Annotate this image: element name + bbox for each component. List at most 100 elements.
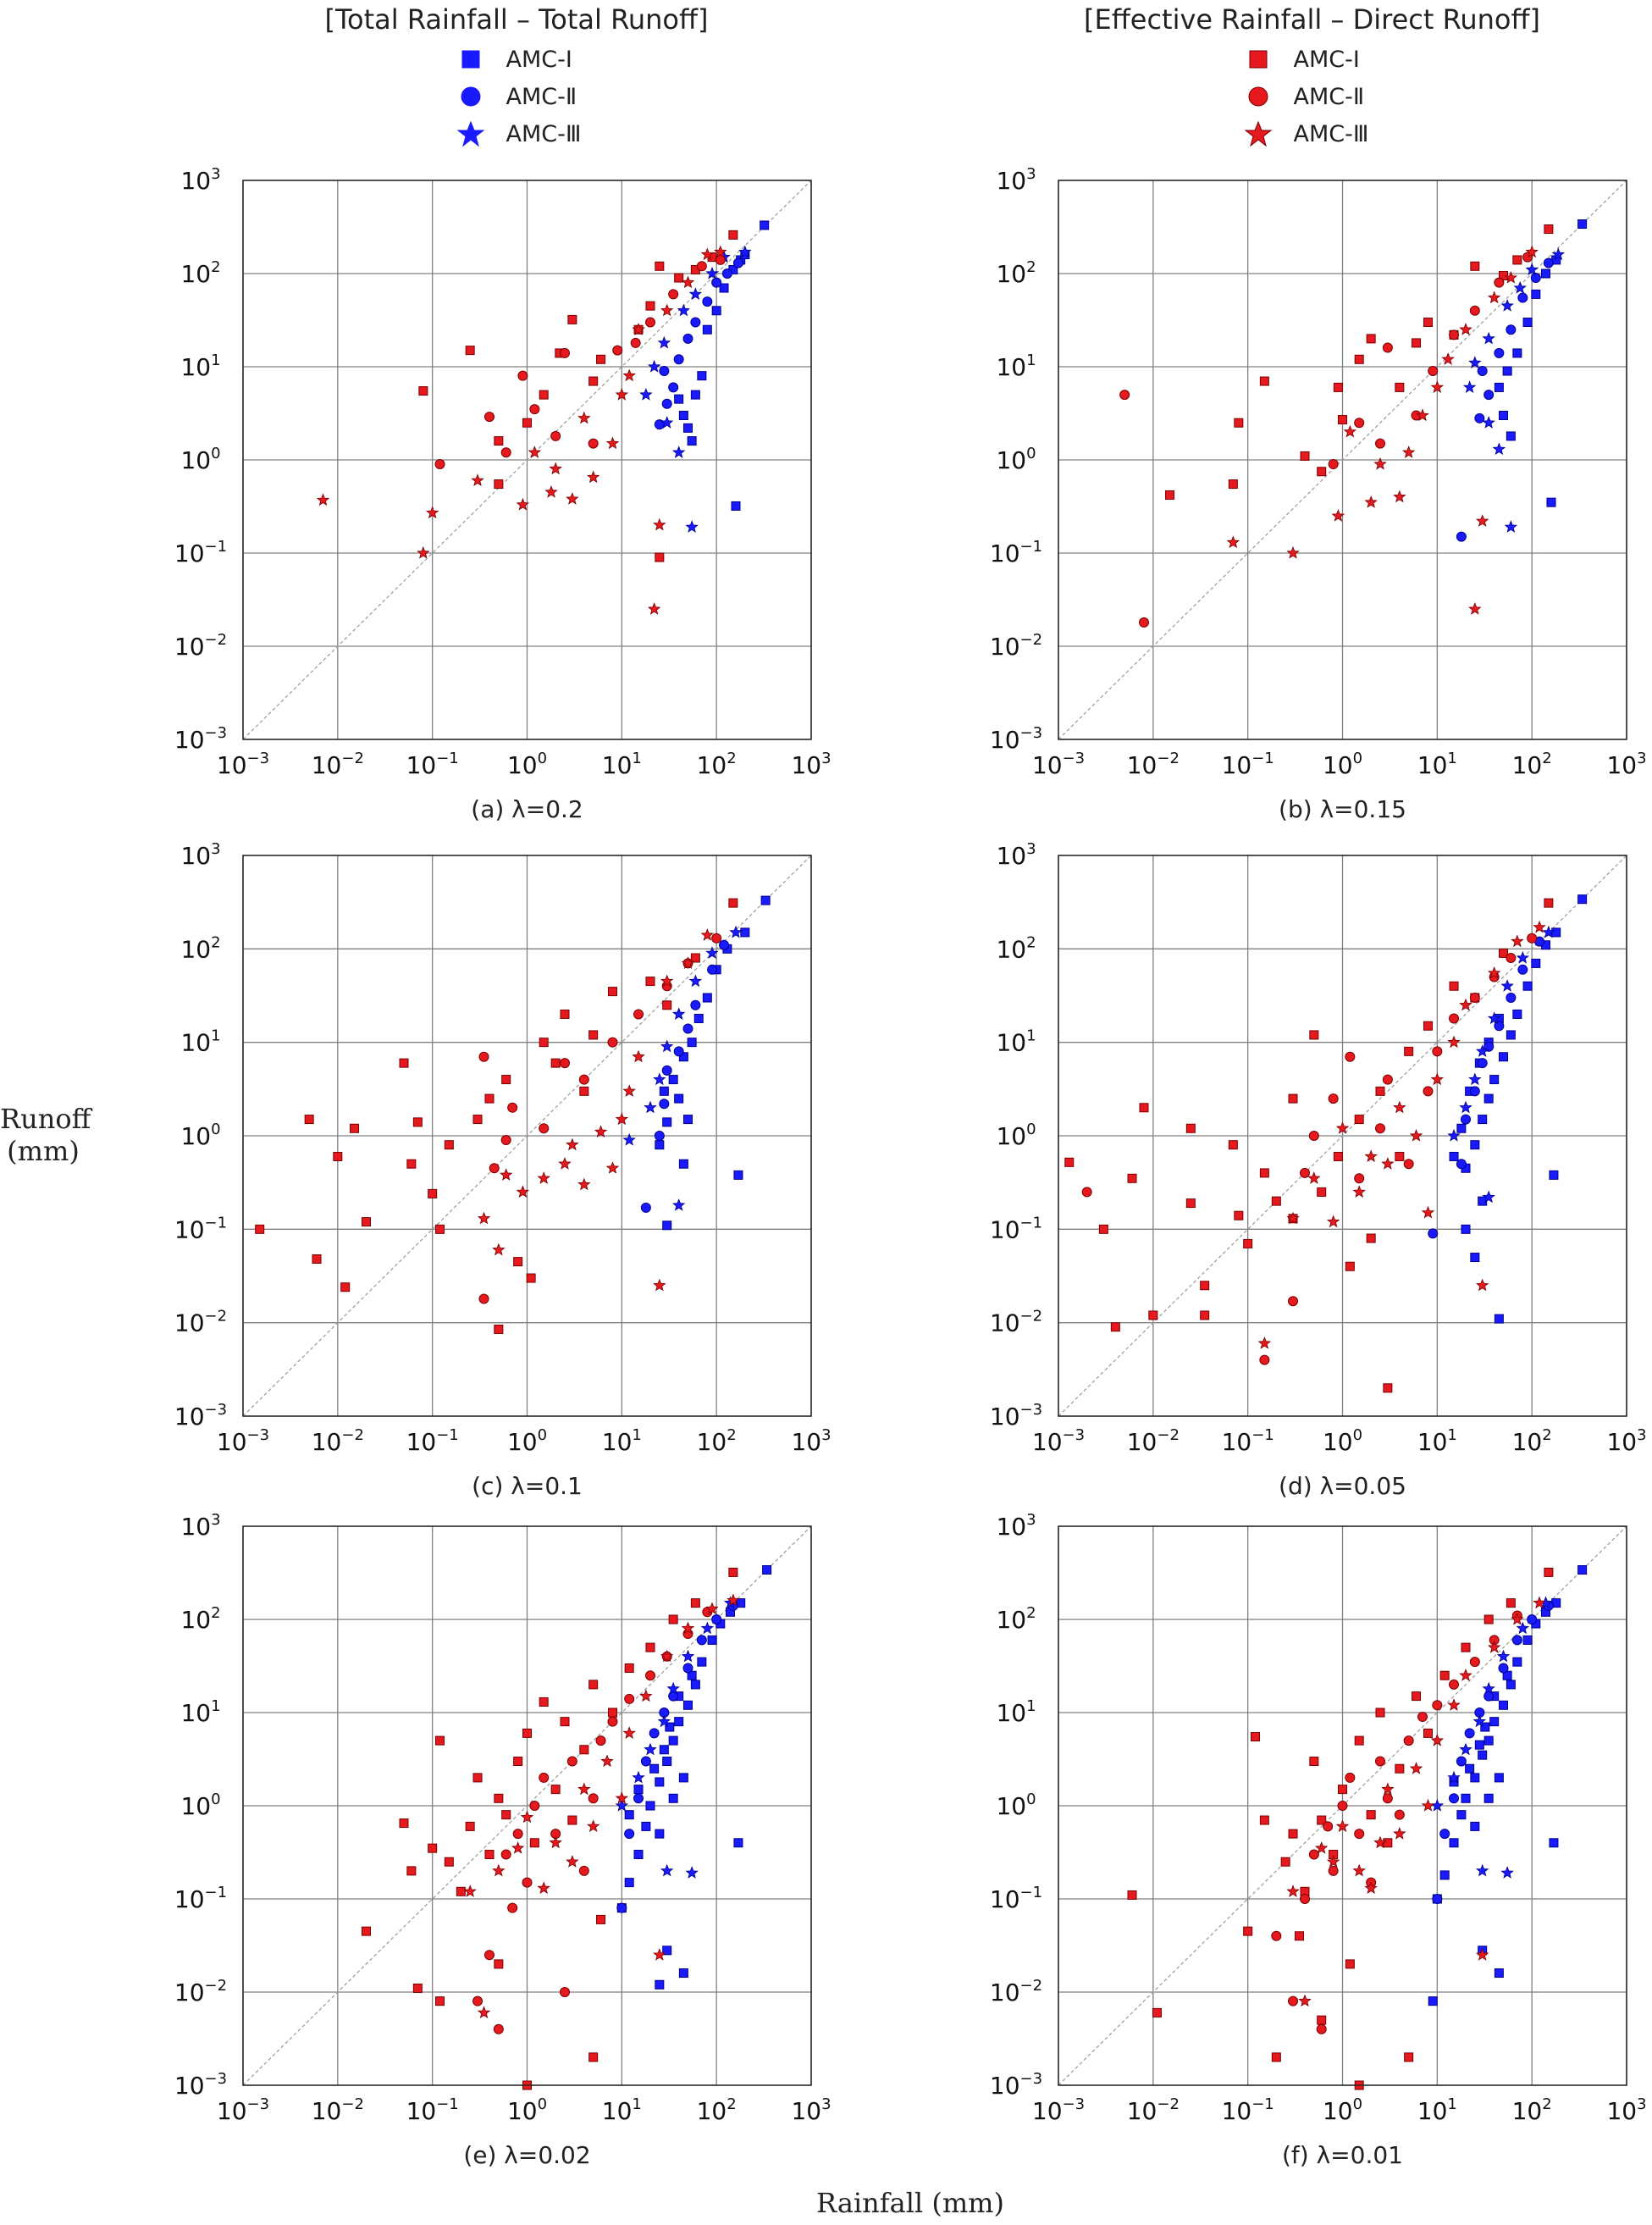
data-point-total-star xyxy=(1472,1714,1487,1728)
data-point-effective-square xyxy=(1234,418,1244,428)
data-point-effective-square xyxy=(1338,415,1347,425)
data-point-effective-square xyxy=(1234,1210,1244,1220)
y-tick-label: 10−3 xyxy=(990,724,1042,754)
data-point-effective-circle xyxy=(644,1670,655,1681)
data-point-effective-circle xyxy=(1417,1712,1428,1723)
data-point-total-square xyxy=(678,411,688,421)
data-point-effective-circle xyxy=(1403,1735,1414,1746)
data-point-effective-circle xyxy=(668,289,679,300)
data-point-effective-circle xyxy=(633,1009,644,1020)
data-point-effective-circle xyxy=(578,1074,589,1085)
data-point-effective-star xyxy=(1381,1157,1395,1170)
data-point-effective-star xyxy=(681,1621,695,1635)
y-tick-label: 10−2 xyxy=(174,1977,227,2006)
data-point-total-square xyxy=(1449,1151,1459,1161)
legend-label: AMC-Ⅱ xyxy=(1293,83,1365,110)
data-point-total-square xyxy=(1483,1735,1494,1746)
data-point-effective-star xyxy=(566,1137,579,1151)
data-point-total-circle xyxy=(1428,1228,1439,1239)
data-point-effective-square xyxy=(472,1115,483,1125)
data-point-effective-star xyxy=(653,1278,666,1292)
data-point-effective-square xyxy=(1228,1140,1238,1150)
y-tick-label: 100 xyxy=(180,1791,220,1820)
data-point-effective-star xyxy=(605,436,620,450)
data-point-total-square xyxy=(645,1801,655,1811)
data-point-total-square xyxy=(633,1850,644,1860)
star-marker-icon xyxy=(456,120,484,147)
data-point-effective-square xyxy=(1354,354,1364,364)
data-point-effective-circle xyxy=(560,1987,571,1997)
x-tick-label: 10−1 xyxy=(406,1426,459,1456)
data-point-total-circle xyxy=(1517,964,1528,975)
data-point-total-circle xyxy=(633,1793,644,1804)
data-point-effective-square xyxy=(1288,1829,1298,1839)
data-point-effective-square xyxy=(1271,1196,1281,1206)
data-point-effective-circle xyxy=(500,1849,511,1860)
x-axis-title: Rainfall (mm) xyxy=(816,2187,1004,2219)
data-point-effective-square xyxy=(588,376,599,386)
y-tick-label: 10−2 xyxy=(174,631,227,661)
data-point-effective-circle xyxy=(500,1135,511,1146)
data-point-total-circle xyxy=(659,366,670,377)
data-point-effective-circle xyxy=(612,345,623,356)
data-point-effective-square xyxy=(1366,334,1376,344)
data-point-effective-star xyxy=(511,1841,525,1854)
data-point-effective-star xyxy=(499,1168,513,1181)
data-point-effective-star xyxy=(1416,408,1429,422)
data-point-effective-square xyxy=(728,1567,738,1577)
data-point-effective-square xyxy=(1200,1310,1210,1320)
data-point-effective-square xyxy=(1544,898,1554,908)
data-point-effective-square xyxy=(1404,2052,1414,2062)
data-point-total-square xyxy=(1449,1838,1459,1848)
data-point-effective-star xyxy=(632,323,645,335)
data-point-effective-circle xyxy=(478,1293,489,1304)
data-point-effective-circle xyxy=(1527,933,1538,944)
legend-item-amc-2: AMC-Ⅱ xyxy=(452,78,582,115)
data-point-effective-square xyxy=(539,1038,549,1048)
data-point-effective-square xyxy=(655,261,665,271)
data-point-total-star xyxy=(660,416,674,429)
data-point-effective-circle xyxy=(1323,1821,1334,1832)
data-point-total-star xyxy=(677,303,691,317)
data-point-effective-star xyxy=(681,956,695,970)
data-point-total-square xyxy=(690,390,700,400)
data-point-effective-star xyxy=(1409,1762,1423,1774)
y-tick-label: 100 xyxy=(996,1791,1036,1820)
data-point-effective-star xyxy=(727,1593,740,1607)
data-point-effective-square xyxy=(1300,451,1310,461)
data-point-total-star xyxy=(738,245,752,258)
data-point-effective-star xyxy=(1468,602,1482,615)
data-point-total-circle xyxy=(711,1614,722,1624)
y-tick-label: 102 xyxy=(180,1604,220,1634)
y-tick-label: 100 xyxy=(996,445,1036,474)
data-point-effective-star xyxy=(477,1211,491,1225)
data-point-total-star xyxy=(1475,1044,1489,1057)
data-point-total-square xyxy=(762,1565,772,1575)
data-point-total-circle xyxy=(624,1829,635,1840)
data-point-total-square xyxy=(1483,1093,1494,1104)
data-point-effective-square xyxy=(1470,261,1480,271)
data-point-total-star xyxy=(1459,1742,1472,1756)
data-point-effective-circle xyxy=(507,1902,518,1913)
data-point-effective-square xyxy=(1395,1151,1405,1161)
y-tick-label: 100 xyxy=(180,1121,220,1150)
data-point-total-star xyxy=(671,1198,686,1211)
data-point-effective-star xyxy=(1307,1171,1321,1184)
data-point-effective-circle xyxy=(1138,617,1149,628)
data-point-effective-star xyxy=(594,1125,608,1138)
y-tick-label: 102 xyxy=(996,258,1036,288)
data-point-effective-square xyxy=(1333,382,1343,392)
data-point-total-star xyxy=(644,1100,657,1114)
data-point-effective-square xyxy=(1317,2015,1327,2025)
x-tick-label: 10−3 xyxy=(217,1426,269,1456)
data-point-total-square xyxy=(683,1115,693,1125)
y-tick-label: 10−2 xyxy=(990,1977,1042,2006)
data-point-effective-star xyxy=(1343,424,1357,438)
data-point-total-square xyxy=(668,1075,678,1085)
data-point-total-star xyxy=(685,1866,699,1879)
data-point-total-circle xyxy=(1464,1728,1475,1739)
data-point-total-square xyxy=(1428,1996,1438,2006)
data-point-effective-star xyxy=(653,1948,666,1961)
data-point-effective-star xyxy=(1533,1596,1546,1609)
data-point-effective-star xyxy=(1257,1336,1272,1349)
